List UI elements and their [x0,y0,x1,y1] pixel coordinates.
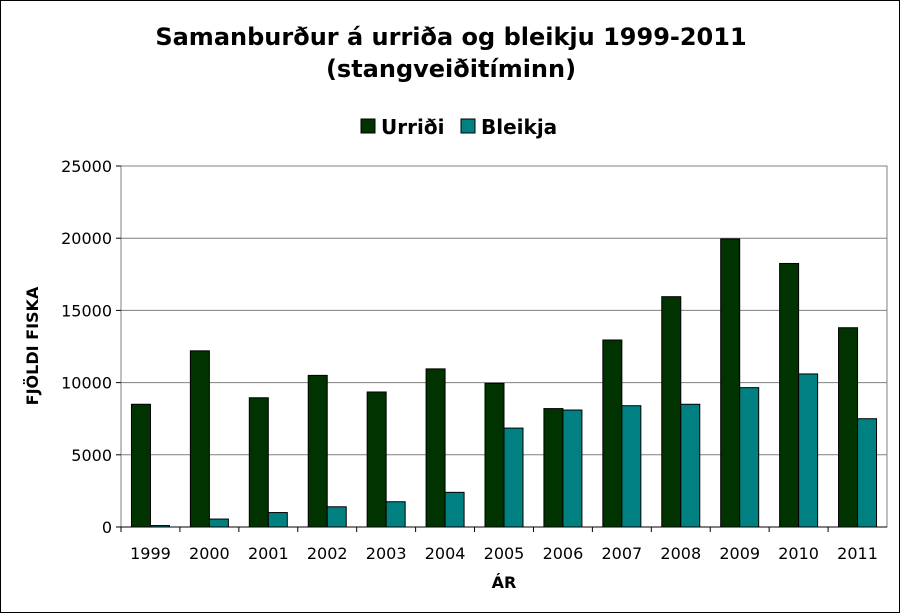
bar-bleikja-2005 [503,427,524,528]
bar-bleikja-2002 [326,506,347,528]
x-tick-label: 2000 [189,544,230,563]
bar-urridi-2003 [366,391,387,528]
y-tick-label: 5000 [71,446,112,465]
bar-urridi-2006 [543,408,564,528]
bar-urridi-2007 [602,339,623,528]
x-tick-label: 2009 [719,544,760,563]
bar-urridi-2010 [779,262,800,528]
bar-bleikja-2011 [857,418,878,528]
x-tick-label: 1999 [130,544,171,563]
y-tick-label: 25000 [61,157,112,176]
y-tick-label: 15000 [61,301,112,320]
bar-urridi-2002 [307,374,328,528]
y-tick-label: 20000 [61,229,112,248]
bar-urridi-2009 [720,238,741,528]
bar-bleikja-2000 [208,518,229,528]
bar-urridi-1999 [130,403,151,528]
x-tick-label: 2005 [484,544,525,563]
bar-bleikja-2001 [267,512,288,528]
x-tick-label: 2001 [248,544,289,563]
bar-urridi-2001 [248,397,269,528]
y-axis-label: FJÖLDI FISKA [23,286,42,405]
chart-title: Samanburður á urriða og bleikju 1999-201… [155,23,746,51]
x-tick-label: 2006 [543,544,584,563]
x-axis-label: ÁR [492,573,517,592]
x-axis-ticks: 1999 2000 2001 2002 2003 2004 2005 2006 2007 2008… [120,526,887,563]
bar-urridi-2004 [425,368,446,528]
bar-bleikja-2010 [798,373,819,528]
x-tick-label: 2008 [660,544,701,563]
legend-swatch-bleikja [460,118,476,134]
bar-urridi-2011 [838,327,859,528]
y-axis-ticks: 0 5000 10000 15000 20000 25000 [61,157,121,537]
bar-urridi-2008 [661,296,682,528]
legend-label-bleikja: Bleikja [481,115,557,139]
x-tick-label: 2002 [307,544,348,563]
legend-swatch-urridi [360,118,376,134]
x-tick-label: 2011 [837,544,878,563]
x-tick-label: 2003 [366,544,407,563]
bar-bleikja-2009 [739,387,760,528]
legend-label-urridi: Urriði [381,115,444,139]
bars [130,238,878,528]
bar-bleikja-2004 [444,491,465,528]
bar-urridi-2000 [189,350,210,528]
y-tick-label: 10000 [61,374,112,393]
x-tick-label: 2010 [778,544,819,563]
y-tick-label: 0 [102,518,112,537]
bar-bleikja-2006 [562,409,583,528]
bar-bleikja-2003 [385,501,406,528]
x-tick-label: 2007 [601,544,642,563]
x-tick-label: 2004 [425,544,466,563]
legend: Urriði Bleikja [360,115,557,139]
bar-bleikja-2007 [621,405,642,528]
bar-bleikja-2008 [680,403,701,528]
chart-subtitle: (stangveiðitíminn) [326,55,576,83]
bar-urridi-2005 [484,382,505,528]
